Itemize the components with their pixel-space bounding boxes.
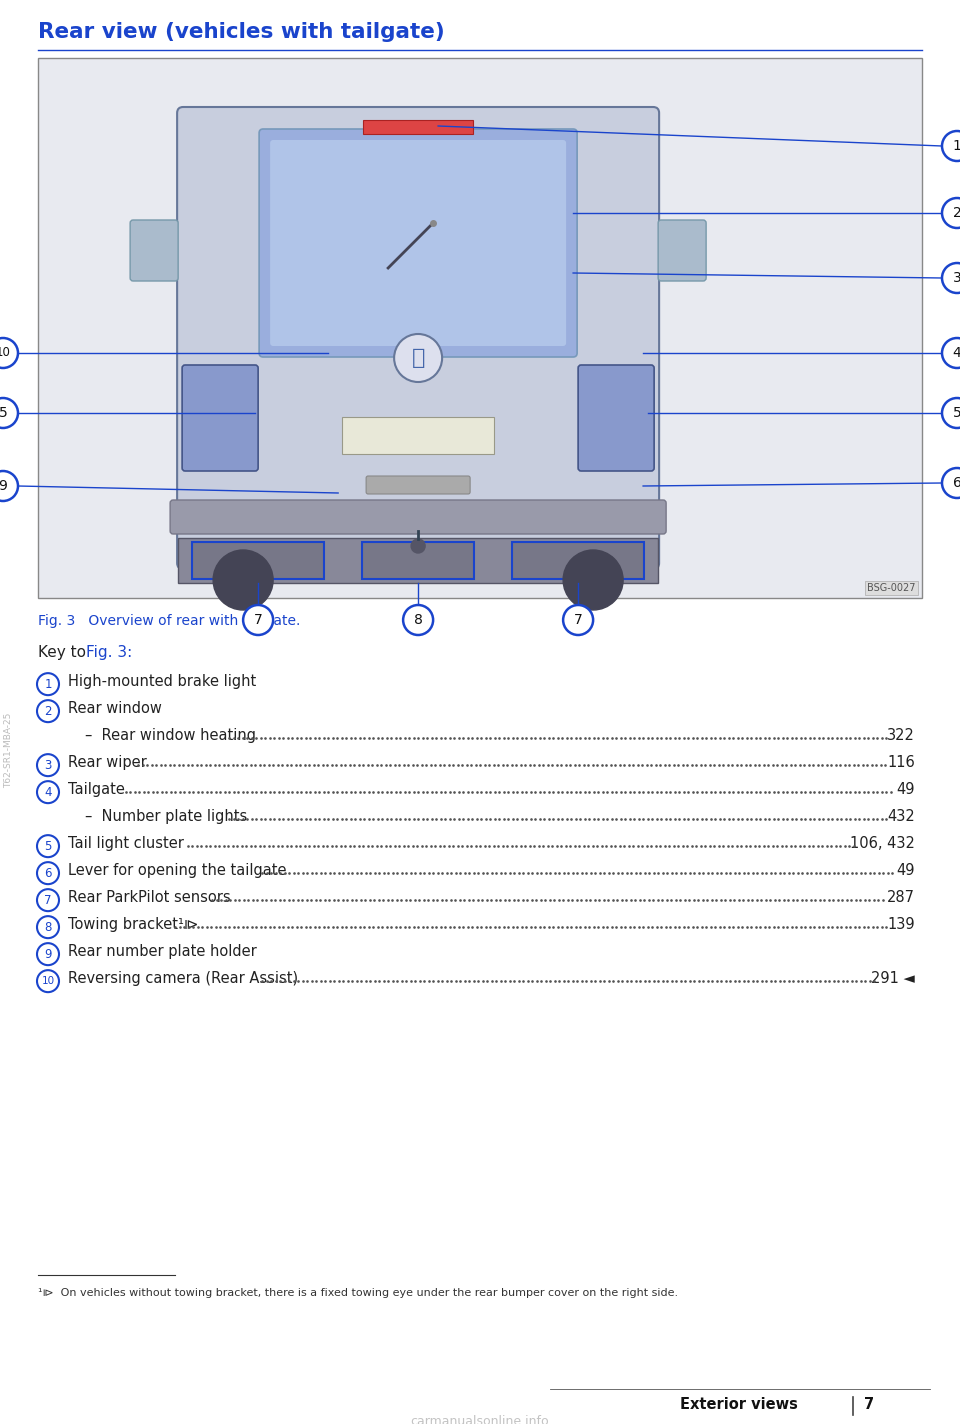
Text: Reversing camera (Rear Assist): Reversing camera (Rear Assist) xyxy=(68,971,299,985)
Text: 1: 1 xyxy=(44,678,52,691)
Text: 49: 49 xyxy=(897,782,915,797)
FancyBboxPatch shape xyxy=(366,476,470,494)
FancyBboxPatch shape xyxy=(177,107,660,570)
Text: 1: 1 xyxy=(952,140,960,152)
Text: 10: 10 xyxy=(0,346,11,359)
Circle shape xyxy=(411,540,425,553)
FancyBboxPatch shape xyxy=(342,417,494,454)
Text: 5: 5 xyxy=(952,406,960,420)
Circle shape xyxy=(37,970,59,993)
Circle shape xyxy=(37,943,59,965)
Text: 6: 6 xyxy=(44,867,52,880)
Text: 7: 7 xyxy=(574,612,583,627)
Text: T62-SR1-MBA-25: T62-SR1-MBA-25 xyxy=(5,712,13,787)
Text: 116: 116 xyxy=(887,755,915,770)
Circle shape xyxy=(942,337,960,367)
Circle shape xyxy=(213,550,273,609)
Text: 2: 2 xyxy=(952,206,960,219)
Text: Tail light cluster: Tail light cluster xyxy=(68,836,184,852)
Text: 3: 3 xyxy=(44,759,52,772)
Text: 7: 7 xyxy=(44,894,52,907)
Circle shape xyxy=(37,674,59,695)
Circle shape xyxy=(37,889,59,911)
Text: Fig. 3   Overview of rear with tailgate.: Fig. 3 Overview of rear with tailgate. xyxy=(38,614,300,628)
Circle shape xyxy=(0,471,18,501)
Text: 10: 10 xyxy=(41,975,55,987)
Text: 9: 9 xyxy=(0,478,8,493)
Circle shape xyxy=(37,834,59,857)
Text: Fig. 3:: Fig. 3: xyxy=(86,645,132,659)
FancyBboxPatch shape xyxy=(270,140,566,346)
Circle shape xyxy=(942,263,960,293)
Text: Towing bracket¹⧐: Towing bracket¹⧐ xyxy=(68,917,199,931)
Text: BSG-0027: BSG-0027 xyxy=(868,582,916,592)
Circle shape xyxy=(37,701,59,722)
Text: Tailgate: Tailgate xyxy=(68,782,125,797)
FancyBboxPatch shape xyxy=(179,538,659,582)
Text: –  Rear window heating: – Rear window heating xyxy=(85,728,256,743)
Text: 5: 5 xyxy=(44,840,52,853)
Text: 3: 3 xyxy=(952,271,960,285)
Text: 4: 4 xyxy=(44,786,52,799)
Circle shape xyxy=(243,605,273,635)
FancyBboxPatch shape xyxy=(131,219,179,281)
FancyBboxPatch shape xyxy=(170,500,666,534)
Text: Key to: Key to xyxy=(38,645,91,659)
Text: 2: 2 xyxy=(44,705,52,718)
Text: Rear number plate holder: Rear number plate holder xyxy=(68,944,256,958)
FancyBboxPatch shape xyxy=(204,132,634,543)
Text: 8: 8 xyxy=(414,612,422,627)
Circle shape xyxy=(37,782,59,803)
Circle shape xyxy=(942,131,960,161)
Text: Rear window: Rear window xyxy=(68,701,162,716)
Text: 8: 8 xyxy=(44,921,52,934)
FancyBboxPatch shape xyxy=(182,365,258,471)
Circle shape xyxy=(942,468,960,498)
Text: 287: 287 xyxy=(887,890,915,906)
Circle shape xyxy=(564,605,593,635)
Text: carmanualsonline.info: carmanualsonline.info xyxy=(411,1415,549,1424)
Text: High-mounted brake light: High-mounted brake light xyxy=(68,674,256,689)
Circle shape xyxy=(37,862,59,884)
Text: Lever for opening the tailgate: Lever for opening the tailgate xyxy=(68,863,286,879)
Text: 4: 4 xyxy=(952,346,960,360)
FancyBboxPatch shape xyxy=(192,543,324,580)
FancyBboxPatch shape xyxy=(512,543,644,580)
Text: 6: 6 xyxy=(952,476,960,490)
Text: Rear view (vehicles with tailgate): Rear view (vehicles with tailgate) xyxy=(38,21,444,41)
FancyBboxPatch shape xyxy=(578,365,654,471)
FancyBboxPatch shape xyxy=(362,543,474,580)
Text: 291 ◄: 291 ◄ xyxy=(872,971,915,985)
Text: Rear ParkPilot sensors: Rear ParkPilot sensors xyxy=(68,890,230,906)
Text: 49: 49 xyxy=(897,863,915,879)
Circle shape xyxy=(0,397,18,429)
FancyBboxPatch shape xyxy=(363,120,473,134)
Text: 139: 139 xyxy=(887,917,915,931)
Circle shape xyxy=(0,337,18,367)
Circle shape xyxy=(942,397,960,429)
Text: 5: 5 xyxy=(0,406,8,420)
Text: ¹⧐  On vehicles without towing bracket, there is a fixed towing eye under the re: ¹⧐ On vehicles without towing bracket, t… xyxy=(38,1287,678,1299)
Text: 7: 7 xyxy=(864,1397,875,1413)
Text: 9: 9 xyxy=(44,947,52,961)
Circle shape xyxy=(564,550,623,609)
Text: Ⓥ: Ⓥ xyxy=(412,347,425,367)
Circle shape xyxy=(403,605,433,635)
Text: 106, 432: 106, 432 xyxy=(851,836,915,852)
Text: 7: 7 xyxy=(253,612,262,627)
Circle shape xyxy=(37,916,59,938)
FancyBboxPatch shape xyxy=(259,130,577,357)
Text: Exterior views: Exterior views xyxy=(680,1397,798,1413)
Text: –  Number plate lights: – Number plate lights xyxy=(85,809,248,824)
Circle shape xyxy=(37,755,59,776)
Circle shape xyxy=(942,198,960,228)
FancyBboxPatch shape xyxy=(659,219,707,281)
FancyBboxPatch shape xyxy=(38,58,922,598)
Circle shape xyxy=(395,335,443,382)
Text: 322: 322 xyxy=(887,728,915,743)
Text: 432: 432 xyxy=(887,809,915,824)
Text: Rear wiper: Rear wiper xyxy=(68,755,147,770)
